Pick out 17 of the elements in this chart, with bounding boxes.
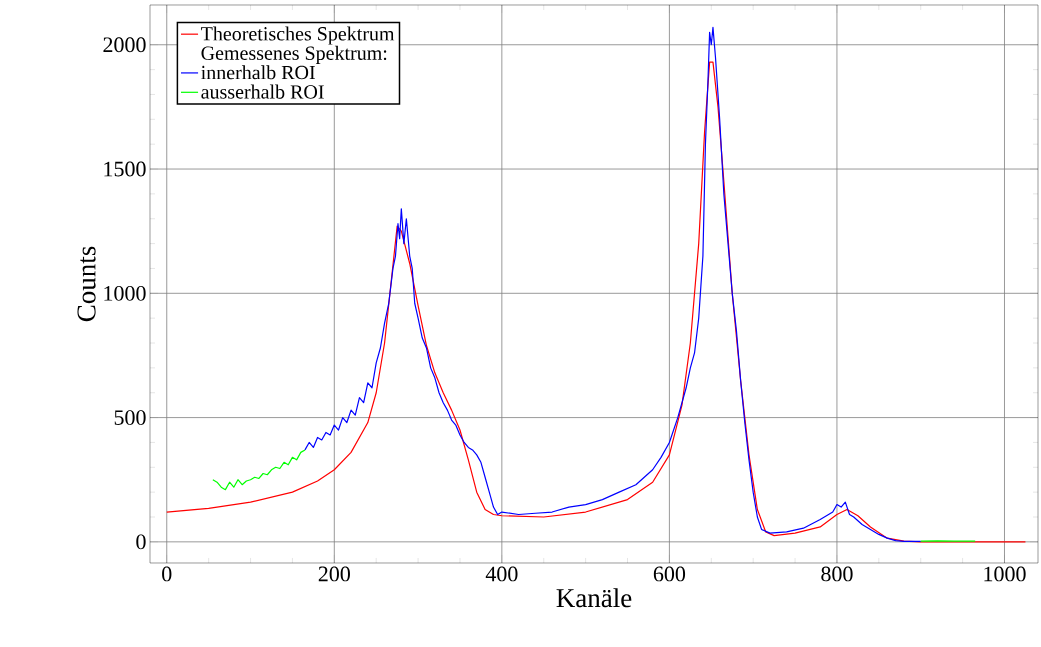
x-tick-label: 1000 [984,566,1026,582]
y-tick-label: 1000 [104,285,146,301]
y-tick-label: 1500 [104,161,146,177]
legend-label: Theoretisches Spektrum [201,26,395,45]
y-axis-title: Counts [77,246,96,322]
x-tick-label: 400 [485,566,518,582]
y-tick-label: 2000 [103,37,146,53]
x-tick-label: 200 [318,566,350,582]
legend-title: Gemessenes Spektrum: [201,45,387,64]
x-axis-title: Kanäle [556,588,632,608]
x-tick-label: 800 [821,566,853,582]
y-tick-label: 0 [136,534,146,550]
x-tick-label: 600 [653,566,686,582]
x-tick-label: 0 [162,566,172,582]
legend-label: ausserhalb ROI [201,84,324,99]
y-tick-label: 500 [114,410,146,426]
legend-label: innerhalb ROI [201,65,315,80]
